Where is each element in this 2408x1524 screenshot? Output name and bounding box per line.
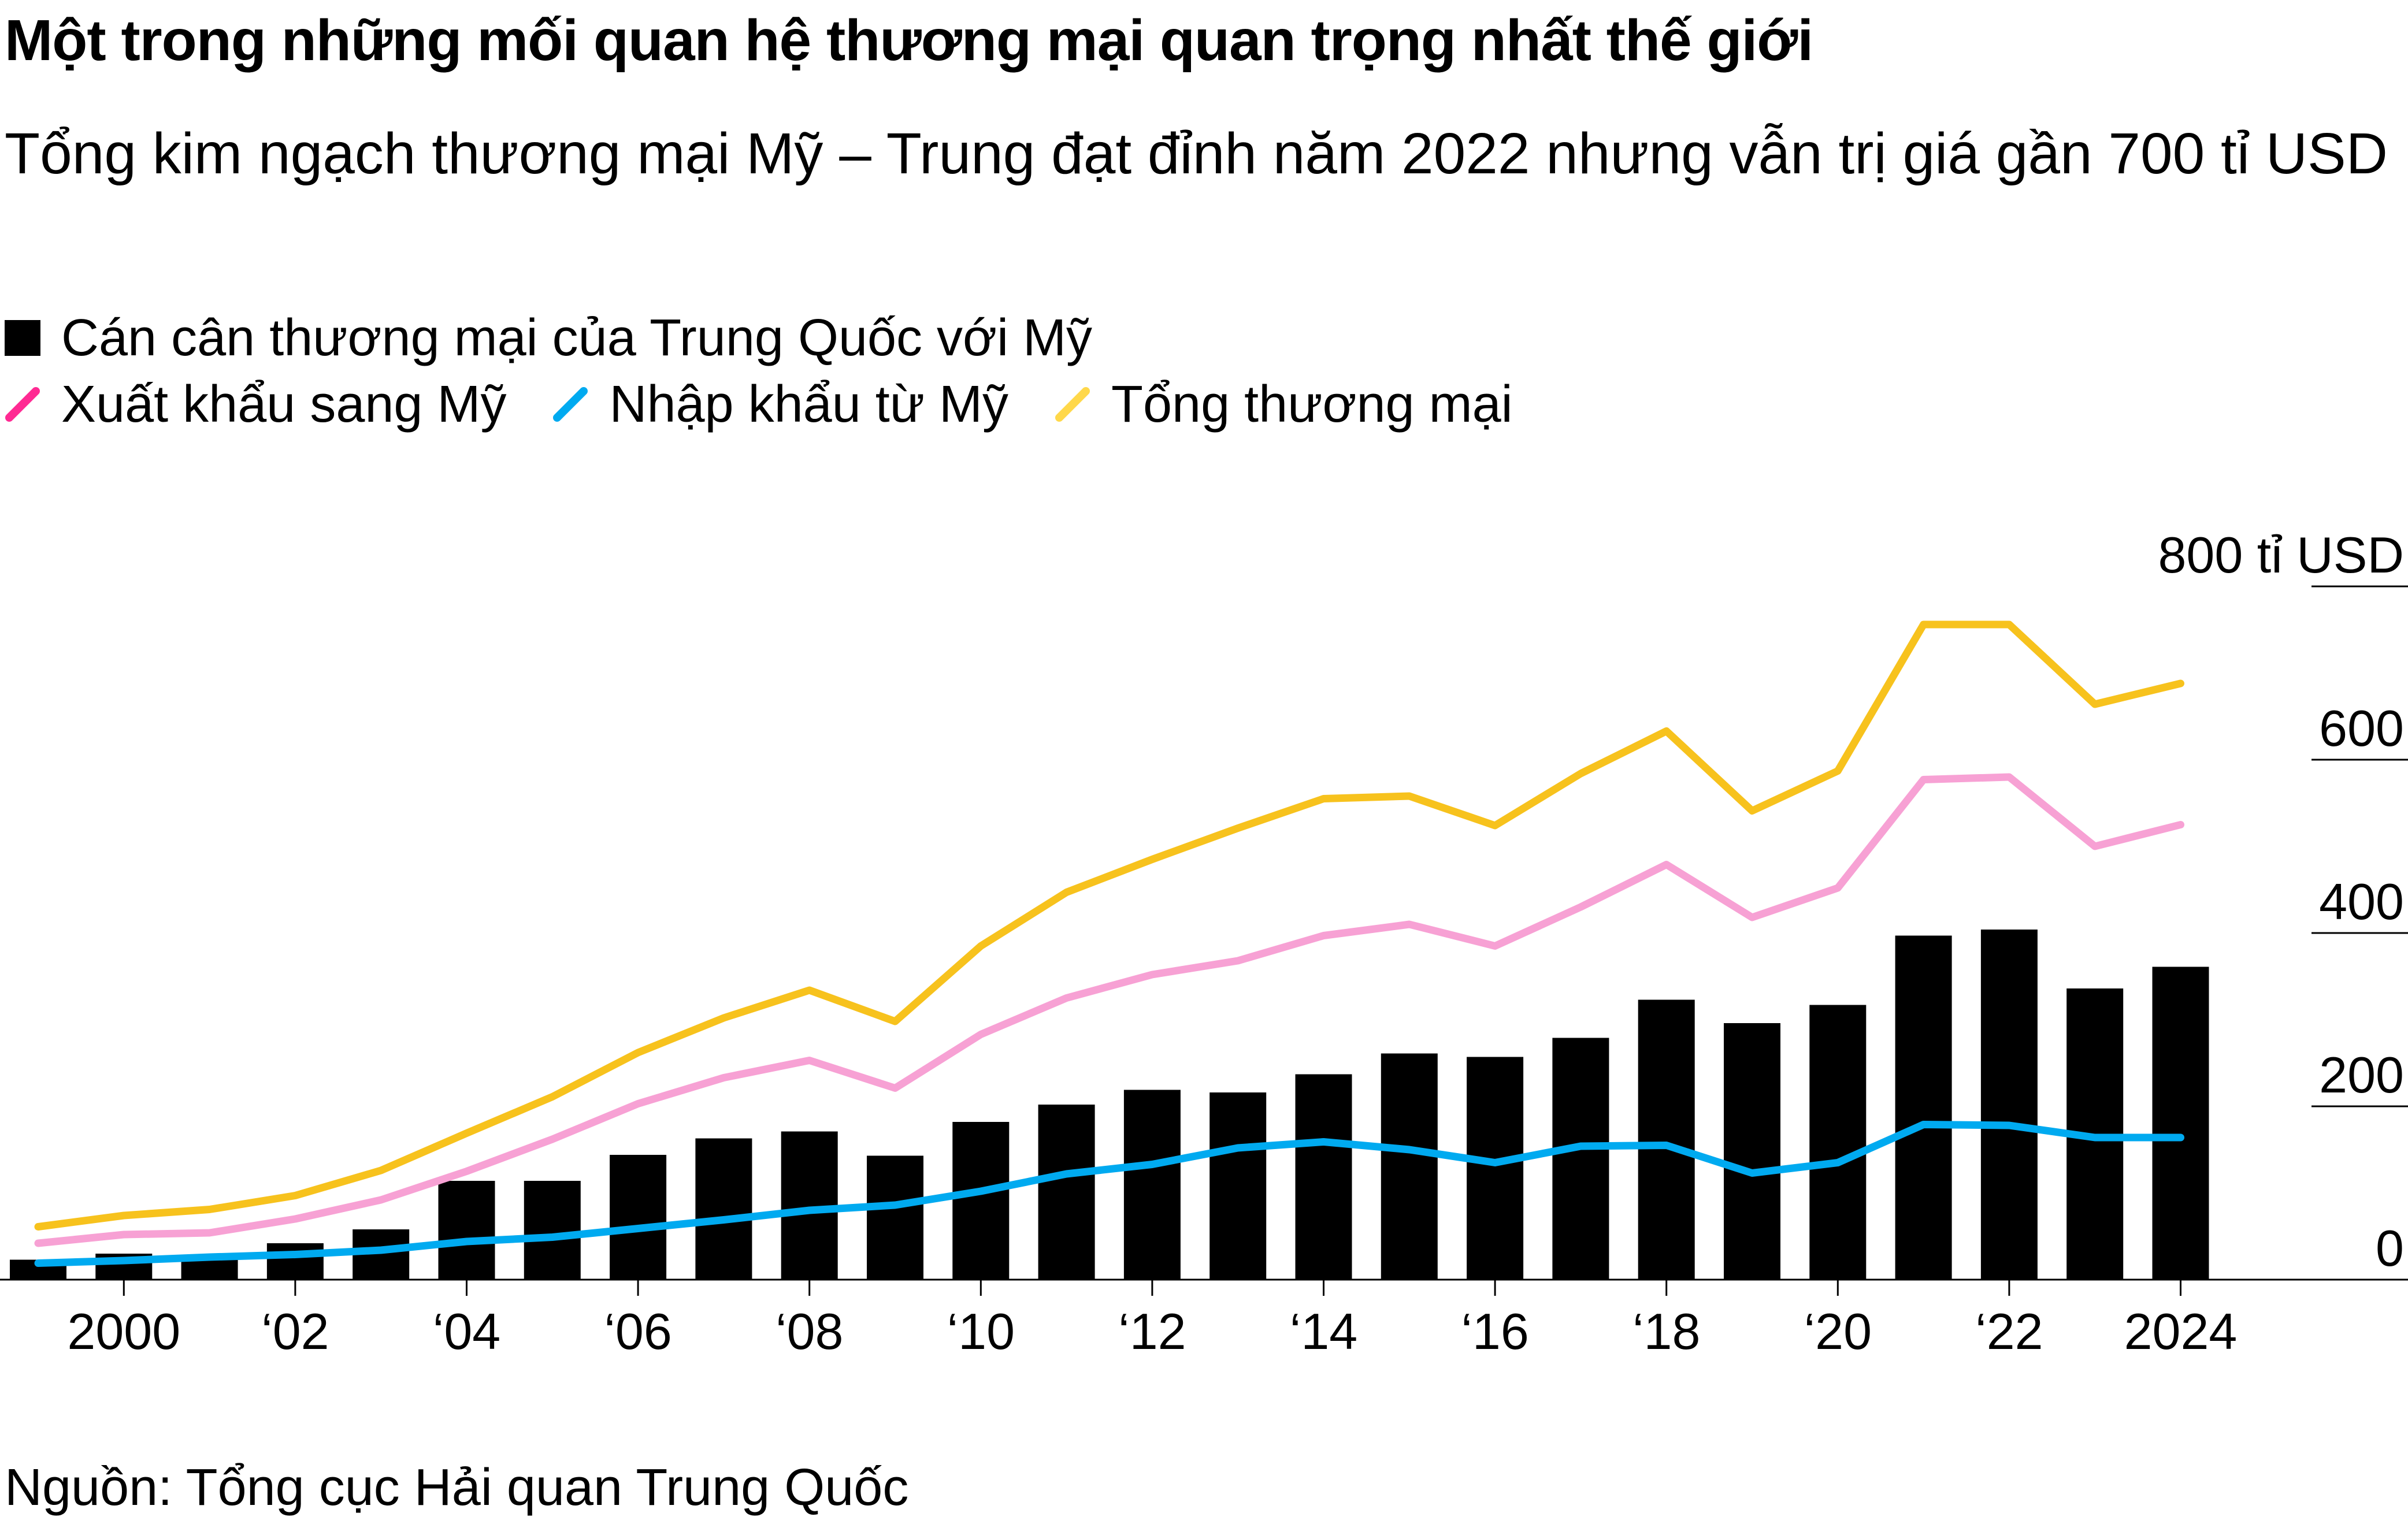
bar-balance-2006 <box>610 1155 667 1280</box>
y-tick-label: 800 tỉ USD <box>2158 526 2404 583</box>
legend-line-exports-icon <box>5 387 40 422</box>
y-tick-label: 0 <box>2376 1220 2404 1277</box>
x-tick-label: 2024 <box>2124 1303 2238 1360</box>
bar-balance-2022 <box>1980 930 2038 1280</box>
x-tick-label: ‘04 <box>433 1303 500 1360</box>
x-tick-label: 2000 <box>67 1303 180 1360</box>
bar-balance-2005 <box>524 1181 581 1280</box>
legend-label-exports: Xuất khẩu sang Mỹ <box>61 375 507 433</box>
bar-balance-2007 <box>695 1138 752 1280</box>
bar-balance-2004 <box>438 1181 495 1280</box>
y-tick-label: 200 <box>2319 1046 2404 1103</box>
bar-balance-2015 <box>1381 1053 1438 1280</box>
chart-title: Một trong những mối quan hệ thương mại q… <box>5 8 1813 73</box>
x-tick-label: ‘22 <box>1975 1303 2043 1360</box>
legend-item-imports: Nhập khẩu từ Mỹ <box>552 375 1008 434</box>
bar-balance-2009 <box>867 1155 923 1280</box>
line-total <box>34 620 2184 1231</box>
legend-line-imports-icon <box>553 387 588 422</box>
line-series-group <box>34 620 2184 1267</box>
x-tick-label: ‘06 <box>604 1303 671 1360</box>
legend-row-lines: Xuất khẩu sang Mỹ Nhập khẩu từ Mỹ Tổng t… <box>5 373 1559 436</box>
bar-balance-2002 <box>266 1243 324 1280</box>
legend-item-total: Tổng thương mại <box>1055 375 1513 434</box>
x-tick-label: ‘14 <box>1290 1303 1357 1360</box>
bar-balance-2021 <box>1895 935 1952 1280</box>
bar-balance-2019 <box>1724 1023 1780 1280</box>
x-tick-label: ‘12 <box>1118 1303 1186 1360</box>
line-exports <box>34 773 2184 1247</box>
bar-balance-2013 <box>1209 1092 1267 1280</box>
legend-line-total-icon <box>1055 387 1090 422</box>
bar-series-balance <box>10 930 2209 1280</box>
legend-square-icon <box>5 320 40 356</box>
bar-balance-2017 <box>1552 1038 1609 1280</box>
source-note: Nguồn: Tổng cục Hải quan Trung Quốc <box>5 1459 909 1516</box>
y-axis: 0 200 400 600 800 tỉ USD <box>2158 526 2404 1277</box>
bar-balance-2011 <box>1038 1105 1095 1280</box>
legend-label-imports: Nhập khẩu từ Mỹ <box>609 375 1009 433</box>
x-tick-label: ‘10 <box>947 1303 1015 1360</box>
bar-balance-2024 <box>2152 967 2209 1280</box>
x-axis: 2000 ‘02 ‘04 ‘06 ‘08 ‘10 ‘12 ‘14 ‘16 ‘18 ‘20 ‘22 202… <box>67 1280 2237 1360</box>
x-tick-label: ‘08 <box>776 1303 843 1360</box>
bar-balance-2018 <box>1638 999 1695 1280</box>
line-imports <box>34 1121 2184 1267</box>
legend-item-exports: Xuất khẩu sang Mỹ <box>5 375 506 434</box>
x-tick-label: ‘20 <box>1804 1303 1872 1360</box>
x-tick-label: ‘18 <box>1632 1303 1700 1360</box>
trade-chart: 2000 ‘02 ‘04 ‘06 ‘08 ‘10 ‘12 ‘14 ‘16 ‘18 ‘20 ‘22 202… <box>0 526 2408 1360</box>
chart-subtitle: Tổng kim ngạch thương mại Mỹ – Trung đạt… <box>5 121 2388 186</box>
y-tick-label: 400 <box>2319 873 2404 930</box>
legend-label-balance: Cán cân thương mại của Trung Quốc với Mỹ <box>61 308 1093 367</box>
x-tick-label: ‘02 <box>261 1303 329 1360</box>
bar-balance-2012 <box>1123 1090 1181 1280</box>
legend-item-balance: Cán cân thương mại của Trung Quốc với Mỹ <box>5 308 1092 368</box>
bar-balance-2020 <box>1809 1005 1867 1280</box>
x-tick-label: ‘16 <box>1461 1303 1528 1360</box>
bar-balance-2016 <box>1467 1057 1524 1280</box>
legend-label-total: Tổng thương mại <box>1111 375 1513 433</box>
bar-balance-2010 <box>952 1122 1010 1280</box>
legend-row-bars: Cán cân thương mại của Trung Quốc với Mỹ <box>5 306 1138 370</box>
y-tick-label: 600 <box>2319 700 2404 757</box>
bar-balance-2014 <box>1295 1074 1352 1280</box>
